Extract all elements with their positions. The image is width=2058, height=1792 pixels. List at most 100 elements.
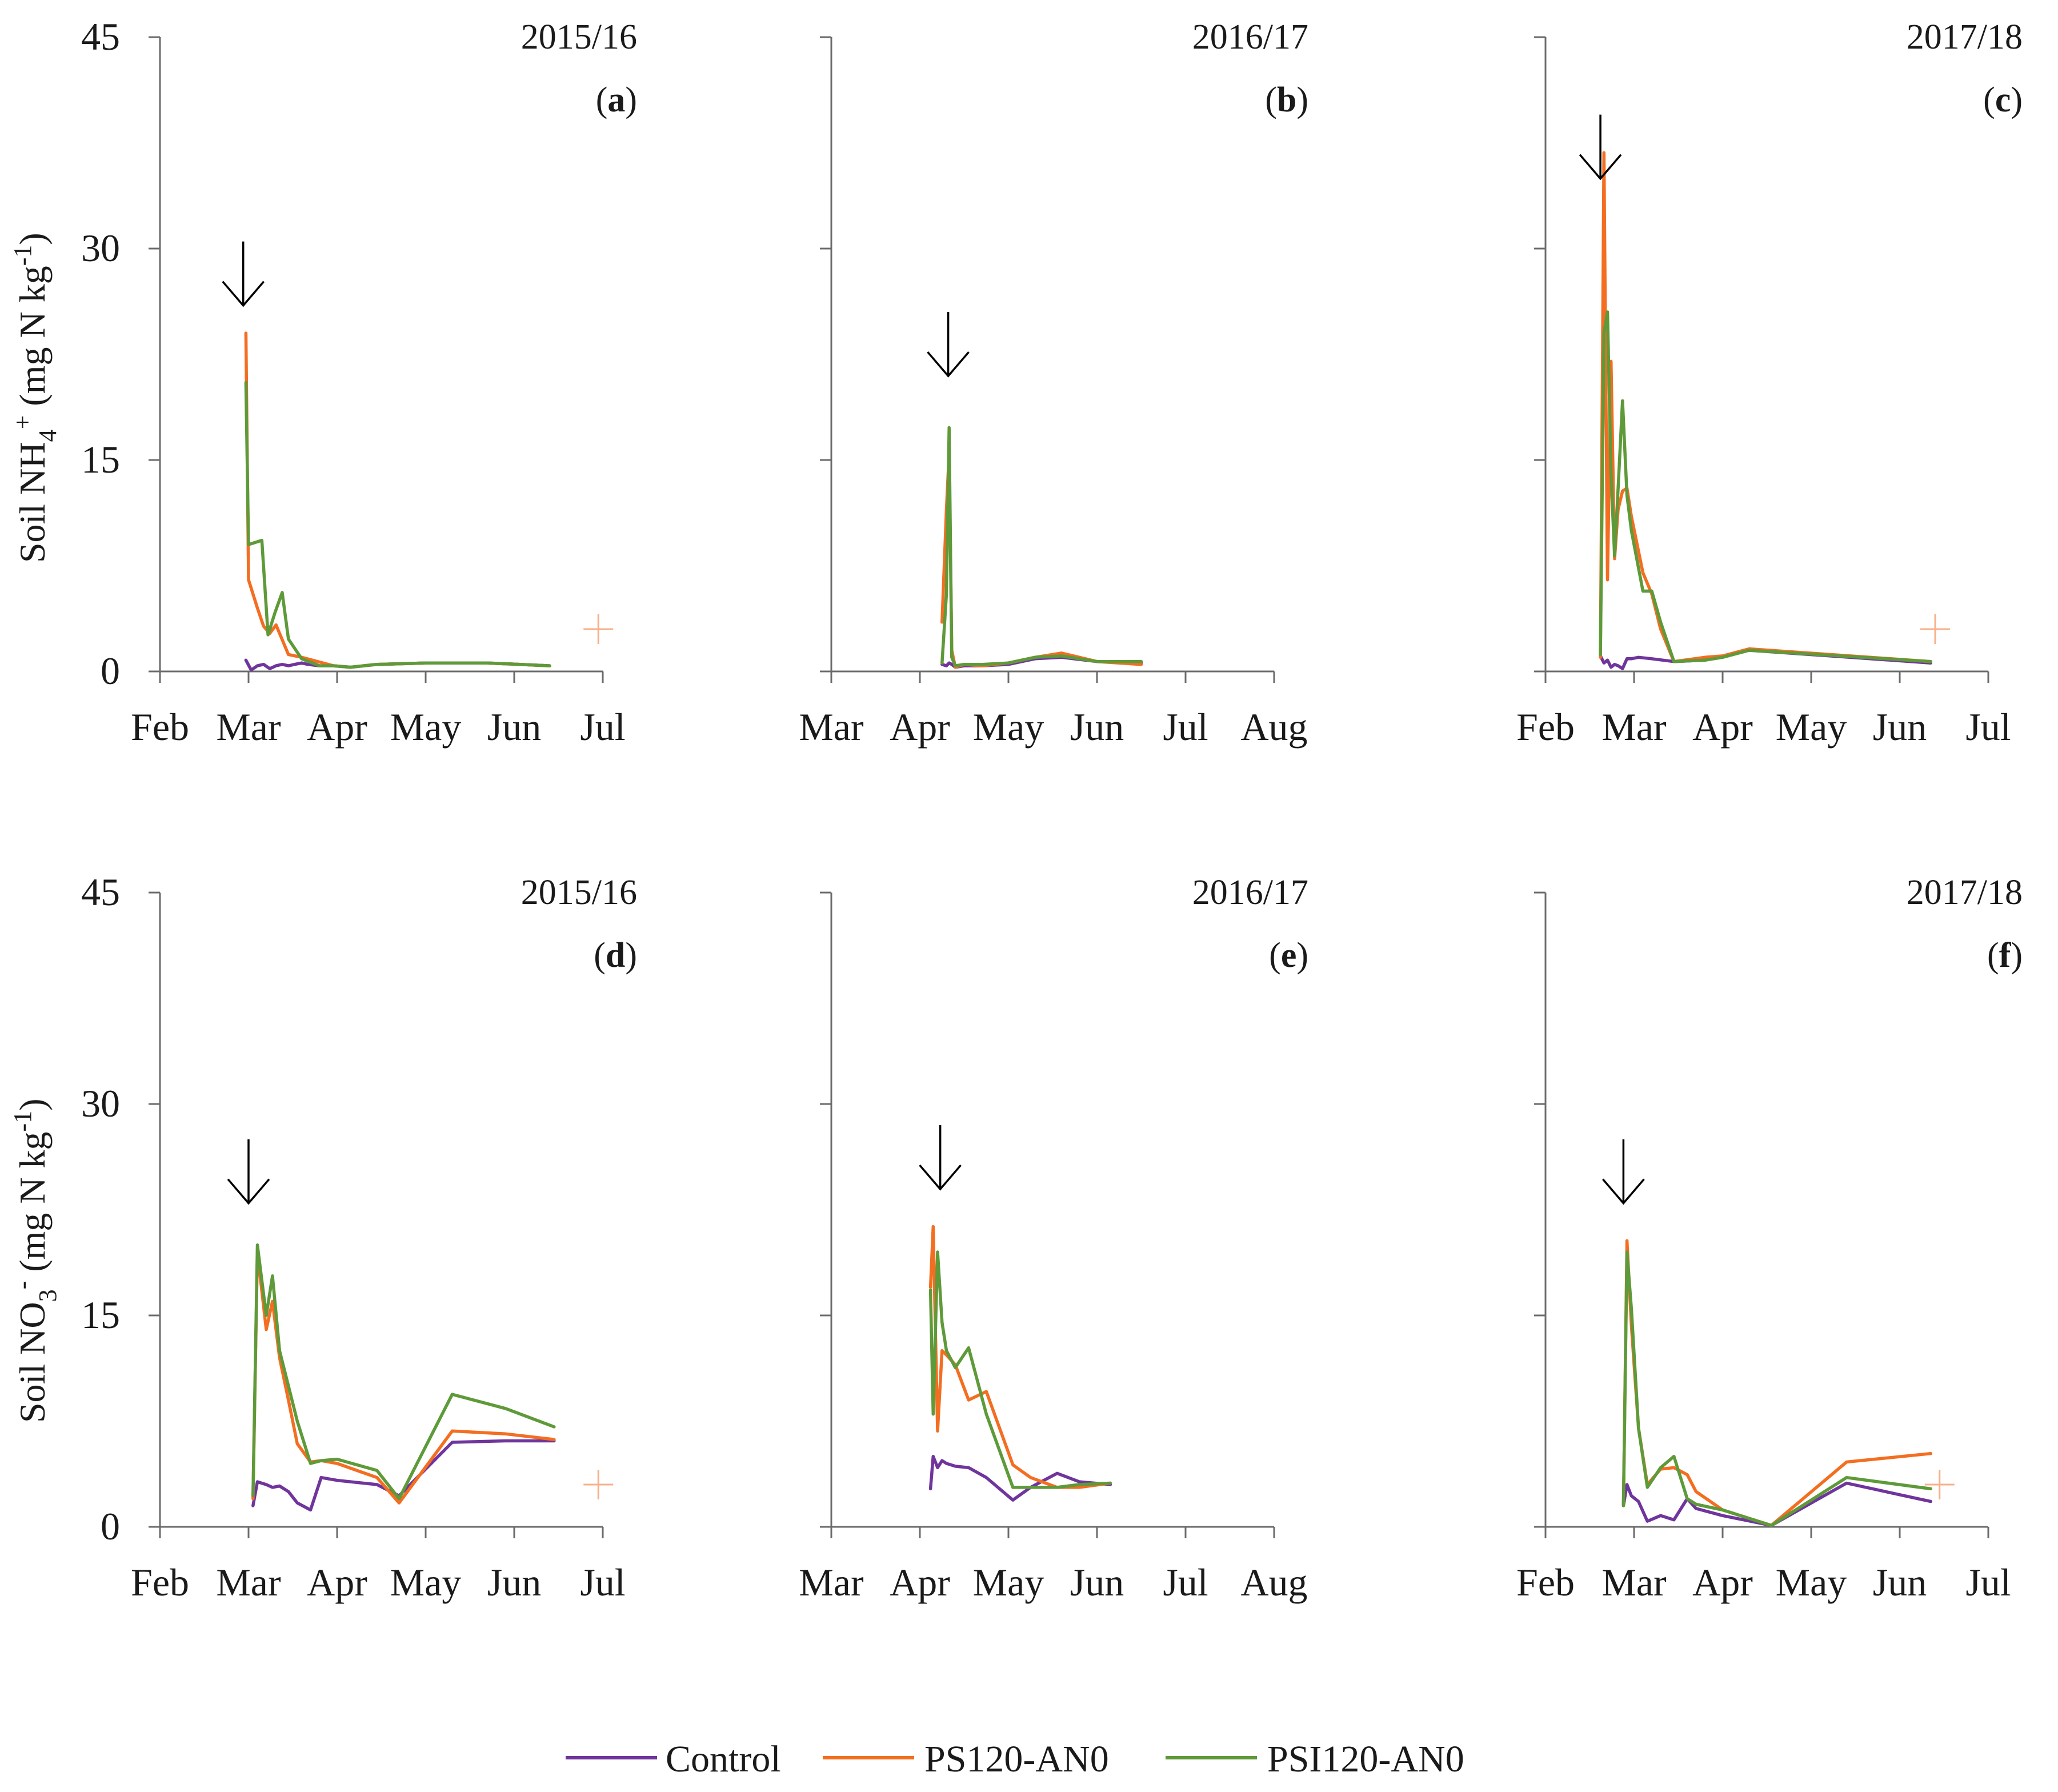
x-tick-label: Jun [487,705,541,749]
panel-title: 2015/16 [521,873,637,912]
panel-d: 0 15 30 45 Feb Mar Apr May Jun Jul 2015/16 (d) [81,870,637,1604]
y-tick-label: 45 [81,15,120,58]
panel-label-close: ) [2011,936,2023,975]
x-tick-label: May [390,705,462,749]
y-tick-label: 0 [101,649,120,693]
x-tick-label: Mar [216,1561,281,1604]
series-line-ps [1599,151,1933,663]
panel-label: (c) [1983,81,2023,119]
series-line-psi [940,426,1143,667]
x-tick-label: May [973,705,1044,749]
application-arrow-head [222,281,265,307]
series-line-control [928,1454,1112,1502]
series-line-ps [251,1250,556,1505]
series-line-ps [928,1225,1112,1489]
x-tick-label: Apr [890,1561,950,1604]
panel-a: 0 15 30 45 Feb Mar Apr May Jun Jul 2015/16 (a) [81,15,637,749]
x-tick-label: Jun [487,1561,541,1604]
series-line-psi [928,1250,1112,1489]
series-line-psi [251,1243,556,1501]
panel-label: (e) [1269,936,1308,975]
panel-label: (a) [596,81,637,119]
panel-label-letter: c [1995,81,2011,119]
panel-label-open: ( [1269,936,1281,975]
x-tick-label: Jun [1070,705,1124,749]
x-tick-label: Apr [1692,705,1753,749]
panel-label-close: ) [625,81,637,119]
legend-label-control: Control [666,1738,781,1780]
panel-label: (f) [1987,936,2023,975]
panel-title: 2017/18 [1907,18,2023,57]
panel-label-open: ( [594,936,606,975]
application-arrow-head [919,1164,962,1191]
y-tick-label: 45 [81,870,120,914]
x-tick-label: Feb [1516,705,1575,749]
x-tick-label: Feb [131,705,189,749]
y-tick-label: 15 [81,1293,120,1337]
x-tick-label: Jun [1873,705,1927,749]
panel-label-open: ( [1265,81,1277,119]
panel-title: 2017/18 [1907,873,2023,912]
x-tick-label: Mar [799,705,864,749]
x-tick-label: Jun [1070,1561,1124,1604]
series-line-control [251,1439,556,1512]
x-tick-label: Feb [1516,1561,1575,1604]
panel-label: (d) [594,936,637,975]
panel-label-letter: a [607,81,625,119]
x-tick-label: Mar [216,705,281,749]
x-tick-label: Jul [580,705,625,749]
x-tick-label: May [390,1561,462,1604]
x-tick-label: Jun [1873,1561,1927,1604]
series-line-ps [244,331,551,669]
panel-b: Mar Apr May Jun Jul Aug 2016/17 (b) [799,18,1308,749]
panel-label-open: ( [1987,936,1999,975]
x-tick-label: Apr [1692,1561,1753,1604]
panel-f: Feb Mar Apr May Jun Jul 2017/18 (f) [1516,873,2023,1604]
x-tick-label: Jul [1965,1561,2011,1604]
x-tick-label: Jul [580,1561,625,1604]
panel-title: 2016/17 [1192,873,1308,912]
panel-label-close: ) [1296,936,1308,975]
panel-label-close: ) [1296,81,1308,119]
application-arrow-head [927,351,970,378]
panel-label-open: ( [1983,81,1995,119]
panel-label-close: ) [2011,81,2023,119]
x-tick-label: Jul [1163,1561,1208,1604]
legend-label-ps120-an0: PS120-AN0 [924,1738,1109,1780]
panel-label-open: ( [596,81,608,119]
panel-title: 2016/17 [1192,18,1308,57]
legend: Control PS120-AN0 PSI120-AN0 [566,1738,1464,1780]
x-tick-label: Jul [1163,705,1208,749]
panel-label-letter: e [1281,936,1297,975]
panel-label-close: ) [625,936,637,975]
y-tick-label: 30 [81,226,120,270]
y-tick-label: 0 [101,1505,120,1548]
y-tick-label: 15 [81,438,120,481]
panel-title: 2015/16 [521,18,637,57]
y-axis-label-bottom: Soil NO3- (mg N kg-1) [9,1098,62,1423]
x-tick-label: Aug [1240,705,1307,749]
panel-label-letter: b [1277,81,1296,119]
series-line-ps [940,451,1143,669]
series-line-psi [1599,310,1933,663]
x-tick-label: Mar [799,1561,864,1604]
x-tick-label: May [1776,1561,1847,1604]
x-tick-label: Mar [1601,1561,1667,1604]
x-tick-label: Aug [1240,1561,1307,1604]
application-arrow-head [1602,1178,1645,1205]
panel-label: (b) [1265,81,1308,119]
x-tick-label: Apr [890,705,950,749]
series-line-psi [1621,1250,1933,1527]
y-axis-label-top: Soil NH4+ (mg N kg-1) [9,233,62,563]
panel-e: Mar Apr May Jun Jul Aug 2016/17 (e) [799,873,1308,1604]
panel-c: Feb Mar Apr May Jun Jul 2017/18 (c) [1516,18,2023,749]
legend-label-psi120-an0: PSI120-AN0 [1267,1738,1464,1780]
x-tick-label: Jul [1965,705,2011,749]
panel-label-letter: d [606,936,625,975]
series-line-psi [244,381,551,669]
application-arrow-head [1579,154,1622,181]
y-tick-label: 30 [81,1082,120,1125]
x-tick-label: Feb [131,1561,189,1604]
x-tick-label: Mar [1601,705,1667,749]
